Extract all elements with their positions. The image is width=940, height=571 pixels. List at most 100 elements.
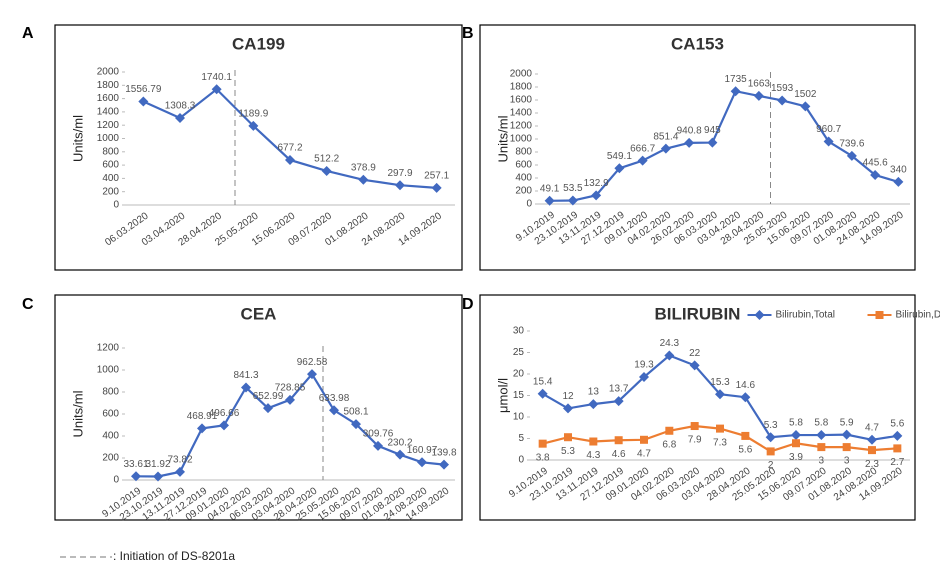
point bbox=[175, 466, 185, 477]
chart-title: CA199 bbox=[232, 34, 285, 53]
value-label: 3 bbox=[844, 456, 850, 467]
point bbox=[893, 444, 902, 453]
value-label: 4.7 bbox=[637, 448, 651, 459]
value-label: 512.2 bbox=[314, 154, 339, 165]
value-label: 33.61 bbox=[123, 459, 148, 470]
point bbox=[329, 405, 339, 416]
point bbox=[800, 101, 811, 112]
y-tick-label: 800 bbox=[102, 387, 119, 398]
value-label: 19.3 bbox=[634, 360, 654, 371]
y-tick-label: 0 bbox=[518, 455, 524, 466]
value-label: 1308.3 bbox=[165, 101, 196, 112]
y-tick-label: 30 bbox=[513, 326, 525, 337]
point bbox=[544, 195, 555, 206]
point bbox=[792, 439, 800, 448]
y-tick-label: 5 bbox=[518, 433, 524, 444]
y-tick-label: 1000 bbox=[97, 365, 120, 376]
point bbox=[285, 394, 295, 405]
panel-letter: A bbox=[22, 25, 34, 42]
value-label: 53.5 bbox=[563, 183, 583, 194]
value-label: 132.9 bbox=[584, 178, 609, 189]
point bbox=[689, 360, 700, 371]
value-label: 739.6 bbox=[839, 139, 864, 150]
y-tick-label: 600 bbox=[102, 160, 119, 171]
value-label: 340 bbox=[890, 165, 907, 176]
y-tick-label: 0 bbox=[113, 475, 119, 486]
point bbox=[753, 90, 764, 101]
value-label: 5.9 bbox=[840, 417, 854, 428]
point bbox=[707, 137, 718, 148]
y-tick-label: 1200 bbox=[97, 120, 120, 131]
value-label: 13.7 bbox=[609, 384, 629, 395]
point bbox=[841, 429, 852, 440]
point bbox=[248, 120, 259, 131]
chart-title: CEA bbox=[241, 304, 277, 323]
value-label: 633.98 bbox=[319, 393, 350, 404]
point bbox=[823, 136, 834, 147]
point bbox=[741, 431, 750, 440]
point bbox=[868, 446, 876, 455]
value-label: 2.7 bbox=[890, 457, 904, 468]
value-label: 945 bbox=[704, 125, 721, 136]
point bbox=[842, 443, 851, 452]
value-label: 160.97 bbox=[407, 445, 438, 456]
point bbox=[664, 350, 675, 361]
point bbox=[614, 436, 623, 445]
point bbox=[567, 195, 578, 206]
point bbox=[537, 388, 548, 399]
value-label: 230.2 bbox=[387, 437, 412, 448]
y-tick-label: 200 bbox=[515, 186, 532, 197]
point bbox=[684, 137, 695, 148]
chart-panel: C CEAUnits/ml0200400600800100012009.10.20… bbox=[22, 294, 463, 523]
y-tick-label: 1200 bbox=[510, 121, 533, 132]
value-label: 496.66 bbox=[209, 408, 240, 419]
point bbox=[640, 435, 648, 444]
value-label: 652.99 bbox=[253, 391, 284, 402]
value-label: 549.1 bbox=[607, 151, 632, 162]
legend-swatch bbox=[875, 311, 884, 319]
value-label: 4.3 bbox=[586, 450, 600, 461]
value-label: 1663 bbox=[748, 79, 771, 90]
point bbox=[777, 95, 788, 106]
value-label: 1556.79 bbox=[125, 84, 162, 95]
value-label: 1593 bbox=[771, 83, 794, 94]
value-label: 962.58 bbox=[297, 357, 328, 368]
y-tick-label: 15 bbox=[513, 390, 525, 401]
value-label: 677.2 bbox=[277, 143, 302, 154]
value-label: 508.1 bbox=[343, 407, 368, 418]
point bbox=[358, 174, 369, 185]
point bbox=[870, 170, 881, 181]
y-tick-label: 25 bbox=[513, 347, 525, 358]
footnote: : Initiation of DS-8201a bbox=[113, 549, 235, 563]
value-label: 5.6 bbox=[890, 419, 904, 430]
y-axis-label: Units/ml bbox=[495, 115, 510, 162]
y-tick-label: 1600 bbox=[97, 93, 120, 104]
value-label: 5.3 bbox=[764, 420, 778, 431]
value-label: 1735 bbox=[725, 74, 748, 85]
point bbox=[892, 430, 903, 441]
point bbox=[241, 382, 251, 393]
chart-panel: B CA153 Units/ml 0 200 400 600 800 1000 1200 1400 1… bbox=[462, 24, 916, 271]
point bbox=[153, 471, 163, 482]
y-tick-label: 0 bbox=[526, 199, 532, 210]
point bbox=[538, 439, 547, 448]
y-tick-label: 400 bbox=[102, 173, 119, 184]
y-tick-label: 1800 bbox=[510, 82, 533, 93]
point bbox=[716, 424, 724, 433]
point bbox=[321, 165, 332, 176]
value-label: 73.82 bbox=[167, 455, 192, 466]
value-label: 378.9 bbox=[351, 162, 376, 173]
value-label: 5.6 bbox=[738, 445, 752, 456]
value-label: 4.7 bbox=[865, 422, 879, 433]
y-axis-label: μmol/l bbox=[495, 378, 510, 413]
point bbox=[730, 86, 741, 97]
point bbox=[395, 449, 405, 460]
point bbox=[660, 143, 671, 154]
legend-label: Bilirubin,Total bbox=[776, 310, 835, 321]
chart-title: BILIRUBIN bbox=[655, 304, 741, 323]
point bbox=[613, 396, 624, 407]
value-label: 5.3 bbox=[561, 446, 575, 457]
value-label: 1502 bbox=[794, 89, 817, 100]
y-tick-label: 1800 bbox=[97, 80, 120, 91]
